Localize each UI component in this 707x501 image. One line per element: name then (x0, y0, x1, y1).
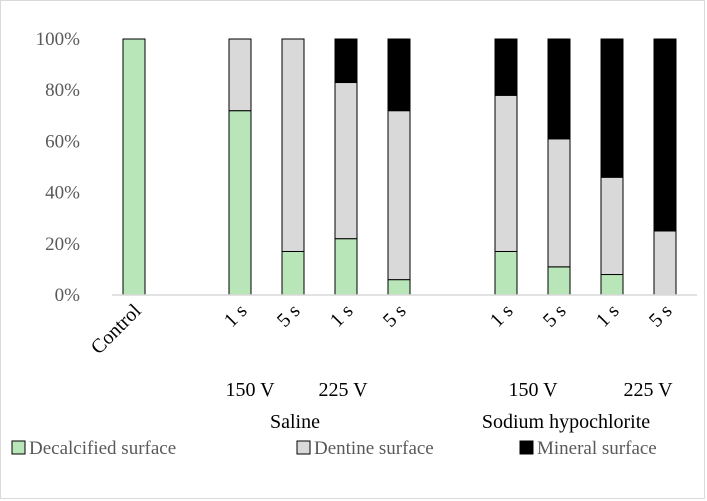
bar-segment-dentine-surface (228, 38, 252, 112)
legend-label-dentine: Dentine surface (314, 438, 434, 459)
voltage-label-saline-150v: 150 V (225, 379, 275, 401)
bar-segment-mineral-surface (334, 38, 358, 84)
bar-segment-dentine-surface (387, 110, 411, 281)
solution-label-sodium-hypochlorite: Sodium hypochlorite (482, 411, 650, 433)
bar-segment-decalcified-surface (600, 274, 624, 296)
x-tick-label: 5 s (379, 300, 411, 332)
legend-swatch-dentine (296, 440, 311, 455)
voltage-label-naocl-225v: 225 V (623, 379, 673, 401)
x-tick-label: 1 s (486, 300, 518, 332)
bar-segment-mineral-surface (387, 38, 411, 112)
voltage-label-naocl-150v: 150 V (508, 379, 558, 401)
bar-segment-mineral-surface (494, 38, 518, 96)
legend-label-decalcified: Decalcified surface (29, 438, 176, 459)
x-tick-label: 5 s (539, 300, 571, 332)
bar-segment-decalcified-surface (334, 238, 358, 296)
y-tick-label: 0% (55, 285, 81, 306)
bar-segment-dentine-surface (653, 230, 677, 296)
bar-segment-mineral-surface (653, 38, 677, 232)
x-tick-label: 1 s (326, 300, 358, 332)
y-tick-label: 40% (45, 183, 80, 204)
y-tick-label: 100% (36, 29, 81, 50)
bar-segment-decalcified-surface (387, 279, 411, 296)
y-tick-label: 80% (45, 80, 80, 101)
bar-segment-dentine-surface (334, 82, 358, 240)
bar-segment-dentine-surface (547, 138, 571, 268)
y-tick-label: 60% (45, 131, 80, 152)
y-tick-label: 20% (45, 234, 80, 255)
legend: Decalcified surface Dentine surface Mine… (11, 438, 657, 459)
x-tick-label: Control (87, 300, 146, 359)
x-tick-label: 5 s (273, 300, 305, 332)
bar-segment-decalcified-surface (228, 110, 252, 296)
x-tick-label: 1 s (592, 300, 624, 332)
bar-segment-dentine-surface (600, 176, 624, 276)
bar-segment-dentine-surface (494, 94, 518, 252)
bar-segment-decalcified-surface (547, 266, 571, 296)
legend-swatch-mineral (519, 440, 534, 455)
bar-segment-dentine-surface (281, 38, 305, 252)
legend-label-mineral: Mineral surface (537, 438, 657, 459)
voltage-label-saline-225v: 225 V (318, 379, 368, 401)
bar-segment-mineral-surface (600, 38, 624, 178)
x-tick-label: 1 s (220, 300, 252, 332)
solution-label-saline: Saline (270, 411, 320, 433)
x-tick-label: 5 s (645, 300, 677, 332)
bar-segment-mineral-surface (547, 38, 571, 140)
bar-segment-decalcified-surface (122, 38, 146, 296)
legend-swatch-decalcified (11, 440, 26, 455)
bar-segment-decalcified-surface (281, 250, 305, 296)
bar-segment-decalcified-surface (494, 250, 518, 296)
